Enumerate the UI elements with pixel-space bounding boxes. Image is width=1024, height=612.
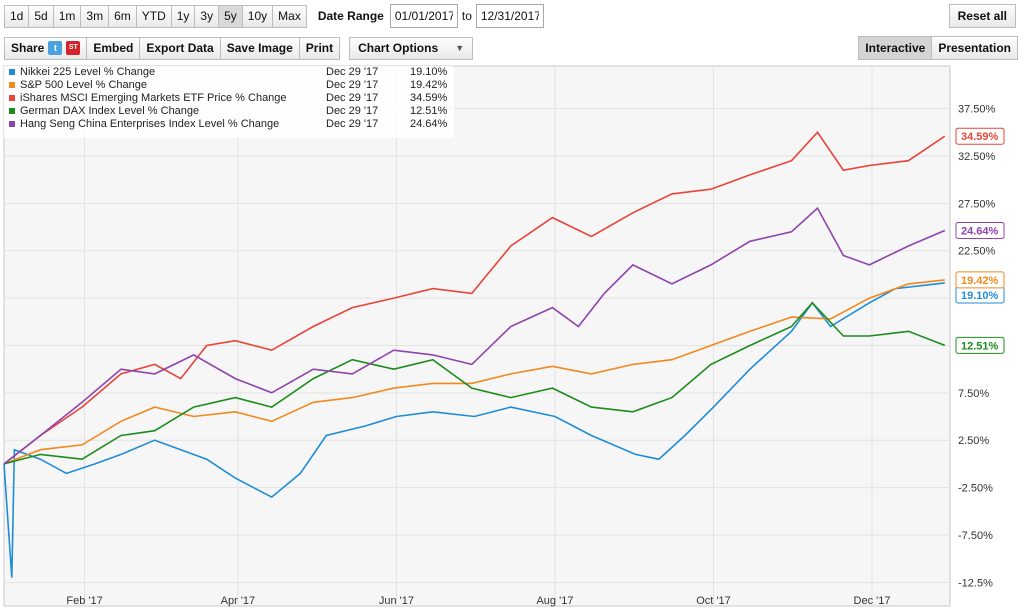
interactive-button[interactable]: Interactive <box>858 36 933 60</box>
y-tick-label: 37.50% <box>958 104 996 116</box>
legend-date: Dec 29 '17 <box>326 92 378 104</box>
y-tick-label: 2.50% <box>958 435 989 447</box>
end-labels: 19.10% 19.42% 34.59% 12.51% 24.64% <box>955 127 1005 354</box>
presentation-button[interactable]: Presentation <box>931 36 1018 60</box>
chevron-down-icon: ▼ <box>455 43 465 53</box>
y-tick-label: 27.50% <box>958 198 996 210</box>
legend-series-name: German DAX Index Level % Change <box>20 105 199 117</box>
legend-swatch <box>9 95 15 101</box>
y-tick-label: 32.50% <box>958 151 996 163</box>
twitter-icon[interactable]: t <box>48 41 63 55</box>
legend: Nikkei 225 Level % Change Dec 29 '17 19.10… <box>4 66 454 138</box>
series-lines <box>3 131 946 578</box>
share-label: Share <box>11 41 45 55</box>
legend-swatch <box>9 82 15 88</box>
plot-area <box>3 65 951 607</box>
range-button-1m[interactable]: 1m <box>52 4 82 28</box>
x-tick-label: Aug '17 <box>536 595 573 607</box>
y-tick-label: -12.5% <box>958 577 993 589</box>
end-label-4: 24.64% <box>955 221 1005 239</box>
x-tick-label: Dec '17 <box>854 595 891 607</box>
x-tick-label: Apr '17 <box>221 595 256 607</box>
y-tick-label: -7.50% <box>958 530 993 542</box>
legend-value: 12.51% <box>410 105 448 117</box>
end-label-0: 19.10% <box>955 286 1005 304</box>
end-label-text: 12.51% <box>961 340 999 352</box>
legend-date: Dec 29 '17 <box>326 66 378 78</box>
legend-series-name: Hang Seng China Enterprises Index Level … <box>20 118 279 130</box>
legend-date: Dec 29 '17 <box>326 118 378 130</box>
end-label-text: 19.42% <box>961 275 999 287</box>
series-line-0[interactable] <box>3 282 945 578</box>
date-range-label: Date Range <box>317 9 384 23</box>
grid <box>4 66 950 606</box>
range-button-5y[interactable]: 5y <box>218 4 243 28</box>
y-tick-label: -2.50% <box>958 483 993 495</box>
x-tick-label: Oct '17 <box>696 595 731 607</box>
legend-series-name: Nikkei 225 Level % Change <box>20 66 155 78</box>
y-tick-label: 7.50% <box>958 388 989 400</box>
range-button-1d[interactable]: 1d <box>4 4 30 28</box>
end-label-box <box>955 127 1005 145</box>
end-label-box <box>955 271 1005 289</box>
series-line-4[interactable] <box>3 206 946 465</box>
legend-background <box>4 66 454 138</box>
legend-value: 24.64% <box>410 118 448 130</box>
legend-value: 19.42% <box>410 79 448 91</box>
end-label-text: 19.10% <box>961 290 999 302</box>
x-tick-label: Jun '17 <box>379 595 414 607</box>
end-label-1: 19.42% <box>955 271 1005 289</box>
embed-button[interactable]: Embed <box>86 36 141 60</box>
end-label-text: 34.59% <box>961 131 999 143</box>
end-label-box <box>955 221 1005 239</box>
y-tick-label: 22.50% <box>958 246 996 258</box>
chart-options-label: Chart Options <box>358 41 439 55</box>
range-button-10y[interactable]: 10y <box>241 4 274 28</box>
legend-value: 19.10% <box>410 66 448 78</box>
x-axis: Feb '17 Apr '17 Jun '17 Aug '17 Oct '17 Dec '… <box>66 595 890 607</box>
range-button-3m[interactable]: 3m <box>80 4 110 28</box>
legend-series-name: S&P 500 Level % Change <box>20 79 147 91</box>
range-button-1y[interactable]: 1y <box>170 4 196 28</box>
chart-options-dropdown[interactable]: Chart Options ▼ <box>349 36 474 60</box>
legend-date: Dec 29 '17 <box>326 105 378 117</box>
date-range-buttons: 1d 5d 1m 3m 6m YTD 1y 3y 5y 10y Max <box>4 4 307 28</box>
end-label-box <box>955 336 1005 354</box>
legend-date: Dec 29 '17 <box>326 79 378 91</box>
reset-all-button[interactable]: Reset all <box>948 4 1016 28</box>
share-button[interactable]: Share t ST <box>4 36 88 60</box>
x-tick-label: Feb '17 <box>66 595 102 607</box>
export-data-button[interactable]: Export Data <box>139 36 221 60</box>
range-button-6m[interactable]: 6m <box>108 4 137 28</box>
start-date-input[interactable] <box>389 4 458 28</box>
range-button-max[interactable]: Max <box>272 4 307 28</box>
end-label-3: 12.51% <box>955 336 1005 354</box>
range-button-ytd[interactable]: YTD <box>135 4 172 28</box>
legend-swatch <box>9 69 15 75</box>
legend-value: 34.59% <box>410 92 448 104</box>
series-line-1[interactable] <box>3 279 945 465</box>
range-button-5d[interactable]: 5d <box>28 4 54 28</box>
end-label-2: 34.59% <box>955 127 1005 145</box>
to-label: to <box>461 9 472 23</box>
save-image-button[interactable]: Save Image <box>219 36 300 60</box>
end-label-text: 24.64% <box>961 225 999 237</box>
line-chart[interactable]: Nikkei 225 Level % Change Dec 29 '17 19.10… <box>0 64 1024 612</box>
legend-series-name: iShares MSCI Emerging Markets ETF Price … <box>20 92 287 104</box>
print-button[interactable]: Print <box>298 36 341 60</box>
legend-swatch <box>9 108 15 114</box>
end-date-input[interactable] <box>475 4 544 28</box>
series-line-3[interactable] <box>3 301 946 465</box>
range-button-3y[interactable]: 3y <box>194 4 220 28</box>
stocktwits-icon[interactable]: ST <box>66 41 81 55</box>
legend-swatch <box>9 121 15 127</box>
